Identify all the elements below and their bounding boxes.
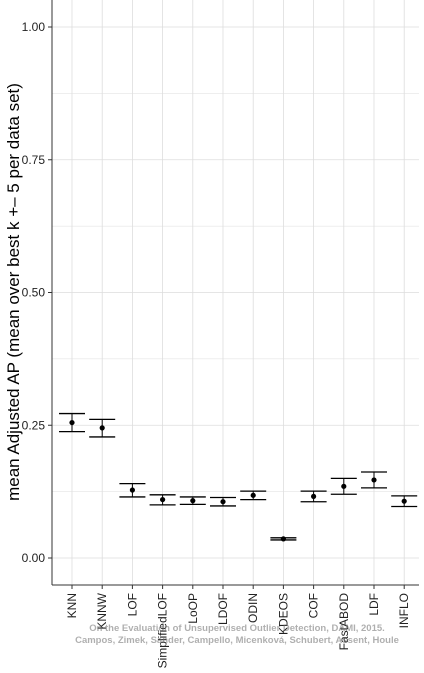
y-tick-label: 0.50 — [22, 286, 46, 300]
y-tick-label: 1.00 — [22, 20, 46, 34]
data-marks — [59, 412, 418, 542]
x-tick-label: LOF — [125, 593, 139, 616]
x-tick-label: LDF — [367, 593, 381, 616]
y-tick-label: 0.75 — [22, 153, 46, 167]
mean-point — [220, 499, 226, 505]
x-tick-label: FastABOD — [337, 593, 351, 651]
x-tick-label: LoOP — [186, 593, 200, 624]
mean-point — [129, 487, 135, 493]
mean-point — [341, 483, 347, 489]
x-tick-label: ODIN — [246, 593, 260, 623]
axes — [48, 0, 419, 589]
x-tick-label: COF — [307, 593, 321, 618]
x-tick-label: LDOF — [216, 593, 230, 625]
watermark-line-2: Campos, Zimek, Sander, Campello, Micenko… — [75, 635, 399, 646]
mean-point — [401, 498, 407, 504]
watermark: On the Evaluation of Unsupervised Outlie… — [75, 623, 399, 646]
x-tick-label: INFLO — [397, 593, 411, 628]
mean-point — [250, 492, 256, 498]
mean-point — [280, 536, 286, 542]
x-tick-label: SimplifiedLOF — [156, 593, 170, 668]
mean-point — [311, 493, 317, 500]
watermark-line-1: On the Evaluation of Unsupervised Outlie… — [89, 623, 385, 634]
mean-point — [160, 496, 166, 503]
mean-point — [69, 419, 75, 426]
x-tick-label: KDEOS — [276, 593, 290, 635]
x-tick-label: KNN — [65, 593, 79, 618]
x-tick-label: KNNW — [95, 592, 109, 629]
y-axis-title: mean Adjusted AP (mean over best k +– 5 … — [4, 83, 23, 501]
y-tick-label: 0.00 — [22, 551, 46, 565]
y-tick-label: 0.25 — [22, 418, 46, 432]
mean-point — [190, 498, 196, 504]
tick-labels: 0.00 0.25 0.50 0.75 1.00 KNN KNNW LOF Simplified… — [22, 20, 412, 668]
mean-point — [371, 477, 377, 483]
mean-point — [99, 425, 105, 431]
